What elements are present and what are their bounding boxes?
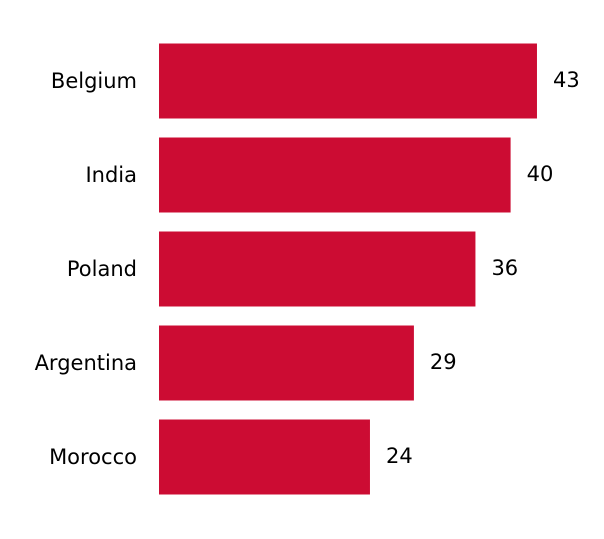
value-label: 24 <box>386 444 413 468</box>
value-label: 29 <box>430 350 457 374</box>
bar <box>159 419 370 495</box>
bar <box>159 137 511 213</box>
bar <box>159 43 537 119</box>
category-label: Belgium <box>51 69 137 93</box>
category-label: Poland <box>67 257 137 281</box>
value-label: 40 <box>527 162 554 186</box>
category-label: Argentina <box>35 351 137 375</box>
value-label: 43 <box>553 68 580 92</box>
bar <box>159 325 414 401</box>
category-label: Morocco <box>49 445 137 469</box>
bar <box>159 231 476 307</box>
category-label: India <box>85 163 137 187</box>
value-label: 36 <box>491 256 518 280</box>
